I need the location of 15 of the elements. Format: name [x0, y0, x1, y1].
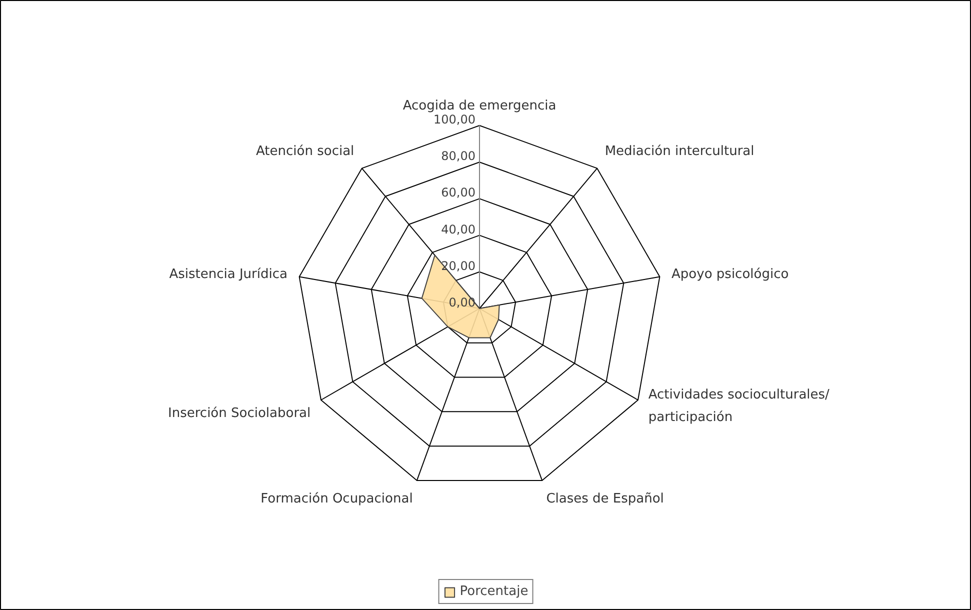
spoke-label: Actividades socioculturales/ participación	[648, 387, 830, 425]
legend-label: Porcentaje	[460, 584, 528, 599]
spoke-label: Inserción Sociolaboral	[168, 406, 311, 421]
spoke-label: Mediación intercultural	[604, 144, 754, 160]
spoke-label: Atención social	[256, 144, 354, 160]
spoke-label: Formación Ocupacional	[260, 492, 413, 507]
spoke-label: Clases de Español	[546, 492, 664, 507]
y-tick-label: 60,00	[441, 186, 476, 200]
y-tick-label: 80,00	[441, 149, 476, 164]
y-tick-label: 0,00	[448, 296, 476, 310]
y-tick-label: 100,00	[434, 112, 476, 126]
y-tick-label: 40,00	[441, 222, 476, 236]
spoke-label: Acogida de emergencia	[402, 98, 556, 114]
spoke-label: Asistencia Jurídica	[169, 267, 288, 282]
spoke-label: Apoyo psicológico	[672, 267, 789, 282]
